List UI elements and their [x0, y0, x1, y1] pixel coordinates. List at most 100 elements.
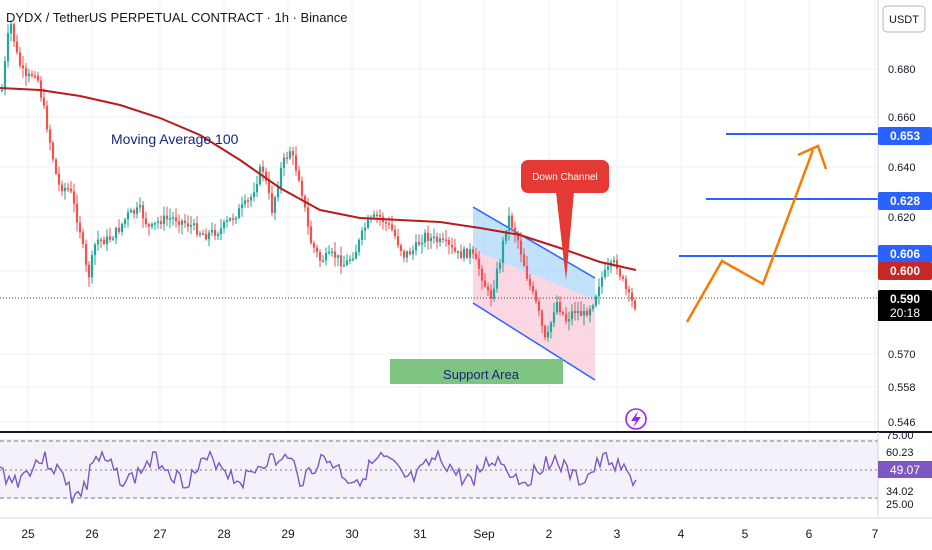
candle-body [468, 249, 472, 258]
candle-body [141, 205, 145, 219]
time-tick-label: 25 [21, 527, 35, 541]
candle-body [201, 233, 205, 235]
candle-body [279, 167, 283, 188]
candle-body [348, 259, 352, 261]
candle-body [363, 227, 367, 231]
candle-body [165, 215, 169, 220]
candle-body [57, 173, 61, 185]
candle-body [327, 251, 331, 254]
candle-body [162, 215, 166, 224]
candle-body [291, 151, 295, 156]
candle-body [60, 184, 64, 192]
candle-body [333, 251, 337, 258]
price-tick-label: 0.680 [888, 64, 916, 76]
candle-body [102, 239, 106, 244]
candle-body [462, 248, 466, 258]
price-tick-label: 0.660 [888, 112, 916, 124]
candle-body [33, 75, 37, 78]
candle-body [549, 322, 553, 332]
candle-body [63, 187, 67, 192]
support-area-box [390, 359, 563, 384]
support-area-label: Support Area [443, 367, 520, 382]
candle-body [420, 242, 424, 245]
price-tick-label: 0.570 [888, 349, 916, 361]
candle-body [309, 226, 313, 244]
moving-average-label: Moving Average 100 [111, 131, 239, 147]
candle-body [384, 222, 388, 224]
time-tick-label: 3 [614, 527, 621, 541]
candle-body [630, 292, 634, 301]
candle-body [576, 310, 580, 314]
down-channel-top-line [472, 206, 596, 279]
candle-body [66, 187, 70, 190]
candle-body [324, 252, 328, 261]
candle-body [0, 89, 4, 92]
candle-body [258, 166, 262, 185]
candle-body [294, 155, 298, 171]
candle-body [87, 264, 91, 278]
candle-body [45, 105, 49, 130]
candle-body [516, 234, 520, 241]
candle-body [483, 280, 487, 287]
candle-body [312, 243, 316, 248]
candle-body [603, 269, 607, 278]
candle-body [288, 151, 292, 159]
candle-body [81, 232, 85, 244]
candle-body [252, 192, 256, 198]
candle-body [135, 207, 139, 214]
time-axis[interactable] [0, 518, 878, 550]
candle-body [204, 233, 208, 240]
candle-body [246, 200, 250, 202]
price-tag: 0.628 [878, 192, 932, 210]
candle-body [195, 223, 199, 235]
candle-body [486, 286, 490, 291]
candle-body [174, 217, 178, 222]
candle-body [93, 244, 97, 256]
time-tick-label: 29 [281, 527, 295, 541]
candle-body [306, 207, 310, 227]
candle-body [438, 238, 442, 243]
candle-body [405, 251, 409, 258]
candle-body [402, 251, 406, 258]
candle-body [450, 244, 454, 248]
candle-body [321, 260, 325, 263]
candle-body [591, 305, 595, 309]
candle-body [600, 277, 604, 287]
time-tick-label: 26 [85, 527, 99, 541]
candle-body [396, 236, 400, 246]
candle-body [231, 218, 235, 220]
price-tick-label: 0.640 [888, 162, 916, 174]
candle-body [189, 225, 193, 227]
candle-body [90, 255, 94, 278]
price-tag-text: 0.653 [890, 129, 920, 143]
time-tick-label: 31 [413, 527, 427, 541]
price-axis[interactable] [878, 0, 932, 432]
candle-body [465, 248, 469, 258]
chart-title: DYDX / TetherUS PERPETUAL CONTRACT · 1h … [6, 10, 347, 25]
candle-body [240, 204, 244, 209]
candle-body [300, 180, 304, 196]
price-tag: 0.590 [878, 290, 932, 308]
candle-body [615, 260, 619, 270]
candle-body [78, 222, 82, 233]
candle-body [489, 290, 493, 299]
candle-body [318, 252, 322, 261]
candle-body [249, 197, 253, 201]
candle-body [21, 65, 25, 69]
candle-body [522, 254, 526, 266]
candle-body [570, 311, 574, 320]
currency-button[interactable]: USDT [882, 5, 926, 33]
candle-body [105, 236, 109, 244]
candle-body [354, 251, 358, 259]
candle-body [30, 73, 34, 76]
lightning-icon[interactable] [625, 408, 647, 430]
candle-body [126, 212, 130, 220]
candle-body [3, 61, 7, 90]
candle-body [561, 312, 565, 314]
candle-body [156, 221, 160, 224]
candle-body [429, 237, 433, 242]
candle-body [357, 239, 361, 252]
